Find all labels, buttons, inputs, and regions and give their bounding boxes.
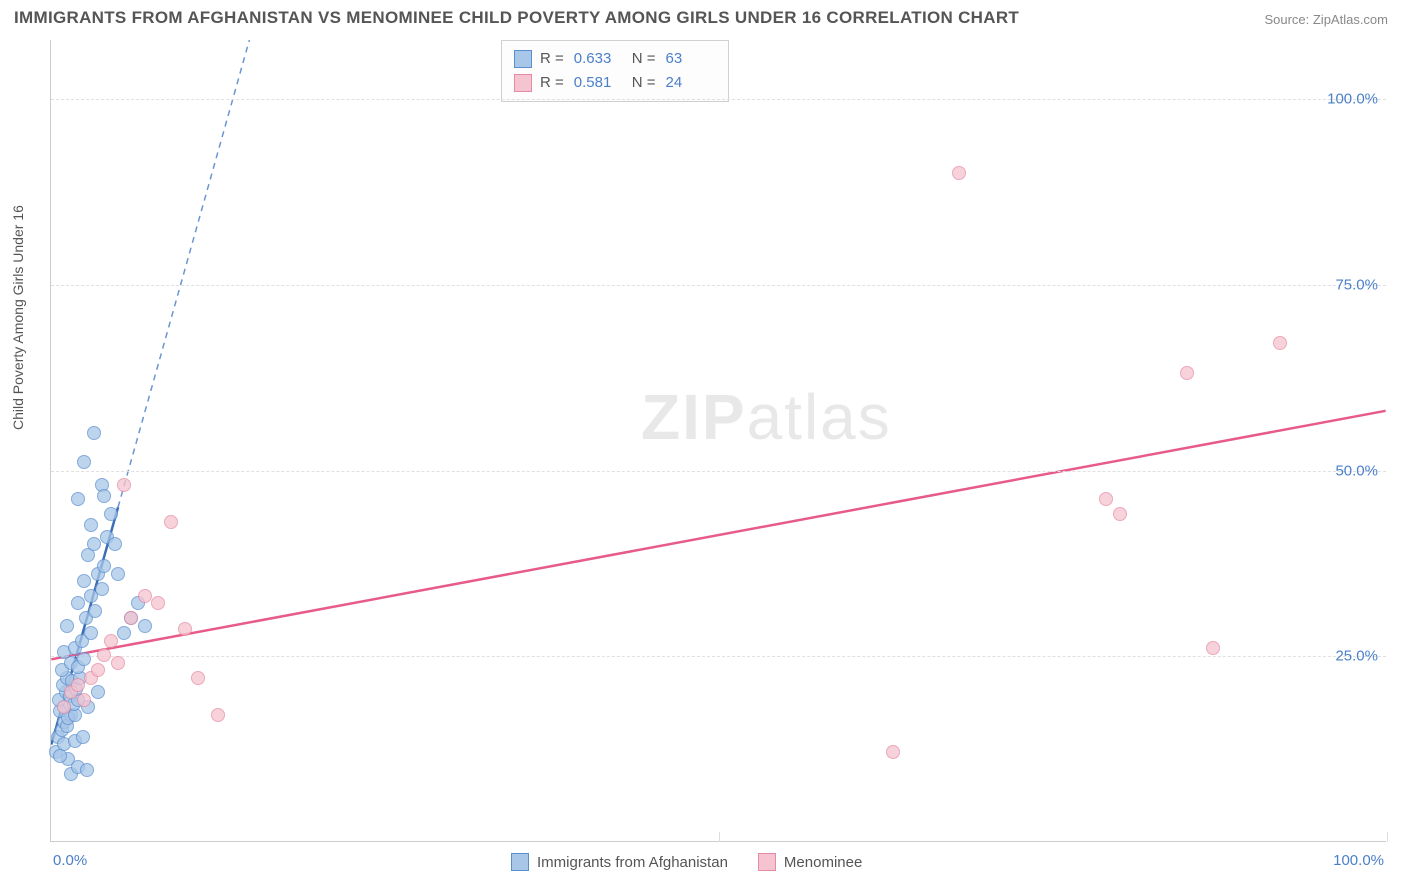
gridline-h	[51, 656, 1386, 657]
r-value: 0.633	[574, 47, 624, 71]
y-tick-label: 100.0%	[1327, 91, 1378, 108]
legend-item: Immigrants from Afghanistan	[511, 853, 728, 871]
scatter-point	[1099, 492, 1113, 506]
watermark-bold: ZIP	[641, 381, 747, 453]
legend-stat-row: R = 0.581 N = 24	[514, 71, 716, 95]
scatter-point	[164, 515, 178, 529]
scatter-point	[138, 589, 152, 603]
gridline-v	[719, 832, 720, 842]
scatter-point	[952, 166, 966, 180]
y-tick-label: 75.0%	[1335, 277, 1378, 294]
trend-lines-layer	[51, 40, 1386, 841]
gridline-h	[51, 285, 1386, 286]
watermark-rest: atlas	[747, 381, 892, 453]
scatter-point	[138, 619, 152, 633]
n-label: N =	[632, 71, 656, 95]
r-value: 0.581	[574, 71, 624, 95]
scatter-point	[71, 596, 85, 610]
scatter-point	[91, 685, 105, 699]
scatter-point	[97, 489, 111, 503]
r-label: R =	[540, 71, 564, 95]
legend-stat-row: R = 0.633 N = 63	[514, 47, 716, 71]
scatter-point	[53, 749, 67, 763]
scatter-point	[71, 678, 85, 692]
scatter-point	[886, 745, 900, 759]
chart-plot-area: ZIPatlas R = 0.633 N = 63 R = 0.581 N = 24 25.0…	[50, 40, 1386, 842]
source-prefix: Source:	[1264, 12, 1312, 27]
series-legend: Immigrants from Afghanistan Menominee	[511, 853, 862, 871]
scatter-point	[117, 478, 131, 492]
scatter-point	[151, 596, 165, 610]
n-label: N =	[632, 47, 656, 71]
scatter-point	[77, 574, 91, 588]
scatter-point	[77, 455, 91, 469]
legend-item: Menominee	[758, 853, 862, 871]
x-tick-label: 100.0%	[1333, 852, 1384, 869]
y-axis-label: Child Poverty Among Girls Under 16	[10, 205, 26, 430]
legend-swatch	[758, 853, 776, 871]
scatter-point	[95, 582, 109, 596]
legend-label: Menominee	[784, 854, 862, 871]
scatter-point	[97, 559, 111, 573]
scatter-point	[87, 426, 101, 440]
scatter-point	[97, 648, 111, 662]
scatter-point	[104, 634, 118, 648]
scatter-point	[1206, 641, 1220, 655]
scatter-point	[211, 708, 225, 722]
scatter-point	[57, 700, 71, 714]
scatter-point	[88, 604, 102, 618]
y-tick-label: 25.0%	[1335, 648, 1378, 665]
legend-label: Immigrants from Afghanistan	[537, 854, 728, 871]
source-attribution: Source: ZipAtlas.com	[1264, 12, 1388, 27]
x-tick-label: 0.0%	[53, 852, 87, 869]
scatter-point	[80, 763, 94, 777]
scatter-point	[111, 567, 125, 581]
scatter-point	[111, 656, 125, 670]
scatter-point	[117, 626, 131, 640]
scatter-point	[191, 671, 205, 685]
scatter-point	[91, 663, 105, 677]
r-label: R =	[540, 47, 564, 71]
trend-line	[51, 411, 1385, 659]
scatter-point	[77, 693, 91, 707]
y-tick-label: 50.0%	[1335, 462, 1378, 479]
scatter-point	[124, 611, 138, 625]
scatter-point	[108, 537, 122, 551]
scatter-point	[1273, 336, 1287, 350]
scatter-point	[1113, 507, 1127, 521]
trend-line-dashed	[118, 40, 385, 507]
n-value: 63	[666, 47, 716, 71]
legend-swatch	[514, 50, 532, 68]
legend-swatch	[514, 74, 532, 92]
scatter-point	[76, 730, 90, 744]
gridline-h	[51, 471, 1386, 472]
scatter-point	[87, 537, 101, 551]
legend-swatch	[511, 853, 529, 871]
correlation-legend: R = 0.633 N = 63 R = 0.581 N = 24	[501, 40, 729, 102]
scatter-point	[178, 622, 192, 636]
scatter-point	[84, 626, 98, 640]
gridline-h	[51, 99, 1386, 100]
scatter-point	[71, 492, 85, 506]
watermark: ZIPatlas	[641, 380, 892, 454]
n-value: 24	[666, 71, 716, 95]
scatter-point	[104, 507, 118, 521]
chart-title: IMMIGRANTS FROM AFGHANISTAN VS MENOMINEE…	[14, 8, 1019, 28]
scatter-point	[1180, 366, 1194, 380]
scatter-point	[77, 652, 91, 666]
scatter-point	[60, 619, 74, 633]
gridline-v	[1387, 832, 1388, 842]
source-link[interactable]: ZipAtlas.com	[1313, 12, 1388, 27]
scatter-point	[84, 518, 98, 532]
